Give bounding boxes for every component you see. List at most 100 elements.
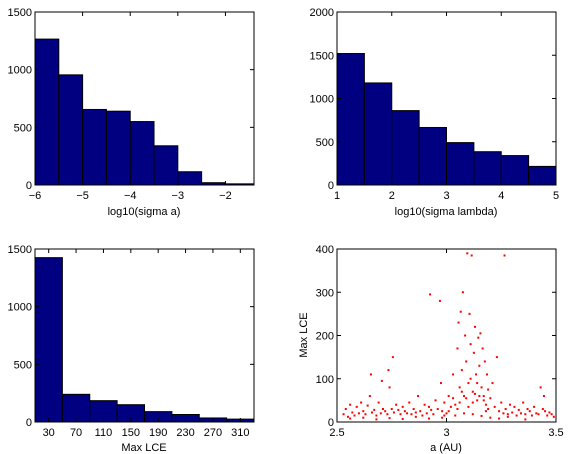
y-tick-label: 0 bbox=[328, 180, 334, 192]
y-axis-label: Max LCE bbox=[298, 312, 310, 357]
y-tick-label: 500 bbox=[316, 137, 334, 149]
scatter-point bbox=[480, 414, 483, 417]
scatter-point bbox=[489, 397, 492, 400]
x-tick-label: 5 bbox=[553, 190, 559, 202]
scatter-point bbox=[546, 414, 549, 417]
histogram-bar bbox=[105, 110, 131, 186]
scatter-point bbox=[351, 411, 354, 414]
scatter-point bbox=[441, 416, 444, 419]
scatter-point bbox=[467, 405, 470, 408]
x-axis-label: Max LCE bbox=[121, 442, 166, 454]
scatter-point bbox=[537, 413, 540, 416]
scatter-point bbox=[427, 417, 430, 420]
scatter-point bbox=[423, 403, 426, 406]
scatter-point bbox=[550, 413, 553, 416]
scatter-point bbox=[476, 399, 479, 402]
scatter-point bbox=[493, 405, 496, 408]
x-tick-label: 2.5 bbox=[329, 427, 344, 439]
scatter-point bbox=[425, 412, 428, 415]
scatter-point bbox=[379, 412, 382, 415]
y-tick-label: 1000 bbox=[310, 94, 334, 106]
scatter-point bbox=[471, 401, 474, 404]
scatter-point bbox=[526, 408, 529, 411]
histogram-bar bbox=[446, 142, 475, 186]
y-tick-label: 400 bbox=[316, 244, 334, 256]
scatter-point bbox=[548, 411, 551, 414]
scatter-point bbox=[436, 408, 439, 411]
scatter-point bbox=[491, 382, 494, 385]
scatter-point bbox=[386, 413, 389, 416]
panel-hist-sigma-lambda: 1 2 3 4 5 0 500 1000 1500 2000 log10(sigma lambda… bbox=[310, 7, 560, 218]
scatter-point bbox=[483, 360, 486, 363]
x-tick-label: −3 bbox=[172, 190, 185, 202]
scatter-point bbox=[349, 403, 352, 406]
panel-scatter-a-vs-lce: 2.5 3 3.5 0 100 200 300 400 a (AU) Max LCE bbox=[298, 244, 564, 454]
scatter-point bbox=[506, 413, 509, 416]
y-tick-label: 500 bbox=[14, 122, 32, 134]
scatter-point bbox=[441, 410, 444, 413]
scatter-point bbox=[487, 388, 490, 391]
y-tick-label: 1500 bbox=[8, 244, 32, 256]
scatter-point bbox=[475, 373, 478, 376]
scatter-point bbox=[476, 382, 479, 385]
scatter-point bbox=[375, 418, 378, 421]
x-tick-label: −4 bbox=[124, 190, 137, 202]
scatter-point bbox=[392, 411, 395, 414]
scatter-point bbox=[465, 397, 468, 400]
x-tick-label: 270 bbox=[204, 427, 222, 439]
scatter-point bbox=[498, 417, 501, 420]
x-tick-label: 3 bbox=[443, 427, 449, 439]
histogram-bar bbox=[153, 145, 179, 186]
scatter-point bbox=[342, 413, 345, 416]
scatter-point bbox=[458, 401, 461, 404]
scatter-point bbox=[429, 293, 432, 296]
x-tick-label: 70 bbox=[70, 427, 82, 439]
panel-hist-sigma-a: −6 −5 −4 −3 −2 0 500 1000 1500 log10(sigma a) bbox=[8, 7, 255, 218]
scatter-point bbox=[544, 410, 547, 413]
scatter-point bbox=[504, 408, 507, 411]
scatter-point bbox=[430, 408, 433, 411]
scatter-point bbox=[427, 405, 430, 408]
scatter-point bbox=[482, 395, 485, 398]
scatter-point bbox=[362, 410, 365, 413]
scatter-point bbox=[528, 410, 531, 413]
scatter-point bbox=[502, 412, 505, 415]
scatter-point bbox=[463, 412, 466, 415]
scatter-point bbox=[479, 332, 482, 335]
scatter-point bbox=[410, 413, 413, 416]
scatter-point bbox=[517, 408, 520, 411]
scatter-point bbox=[357, 412, 360, 415]
scatter-point bbox=[468, 312, 471, 315]
scatter-point bbox=[478, 395, 481, 398]
scatter-point bbox=[371, 411, 374, 414]
scatter-point bbox=[353, 414, 356, 417]
x-tick-label: 30 bbox=[43, 427, 55, 439]
x-axis-label: log10(sigma lambda) bbox=[395, 206, 498, 218]
scatter-point bbox=[472, 351, 475, 354]
y-tick-label: 1000 bbox=[8, 65, 32, 77]
scatter-point bbox=[478, 364, 481, 367]
scatter-point bbox=[473, 392, 476, 395]
scatter-point bbox=[457, 321, 460, 324]
scatter-point bbox=[500, 401, 503, 404]
x-tick-label: 150 bbox=[122, 427, 140, 439]
y-tick-label: 500 bbox=[14, 359, 32, 371]
scatter-point bbox=[471, 390, 474, 393]
scatter-point bbox=[443, 414, 446, 417]
x-tick-label: 4 bbox=[498, 190, 504, 202]
y-tick-label: 300 bbox=[316, 287, 334, 299]
scatter-point bbox=[452, 397, 455, 400]
scatter-point bbox=[377, 401, 380, 404]
histogram-bar bbox=[34, 38, 60, 186]
scatter-point bbox=[467, 382, 470, 385]
scatter-point bbox=[391, 356, 394, 359]
scatter-point bbox=[387, 369, 390, 372]
scatter-point bbox=[388, 386, 391, 389]
scatter-point bbox=[432, 413, 435, 416]
histogram-bar bbox=[129, 121, 155, 186]
axes-frame bbox=[34, 248, 255, 423]
scatter-point bbox=[395, 403, 398, 406]
scatter-point bbox=[454, 414, 457, 417]
scatter-point bbox=[498, 410, 501, 413]
